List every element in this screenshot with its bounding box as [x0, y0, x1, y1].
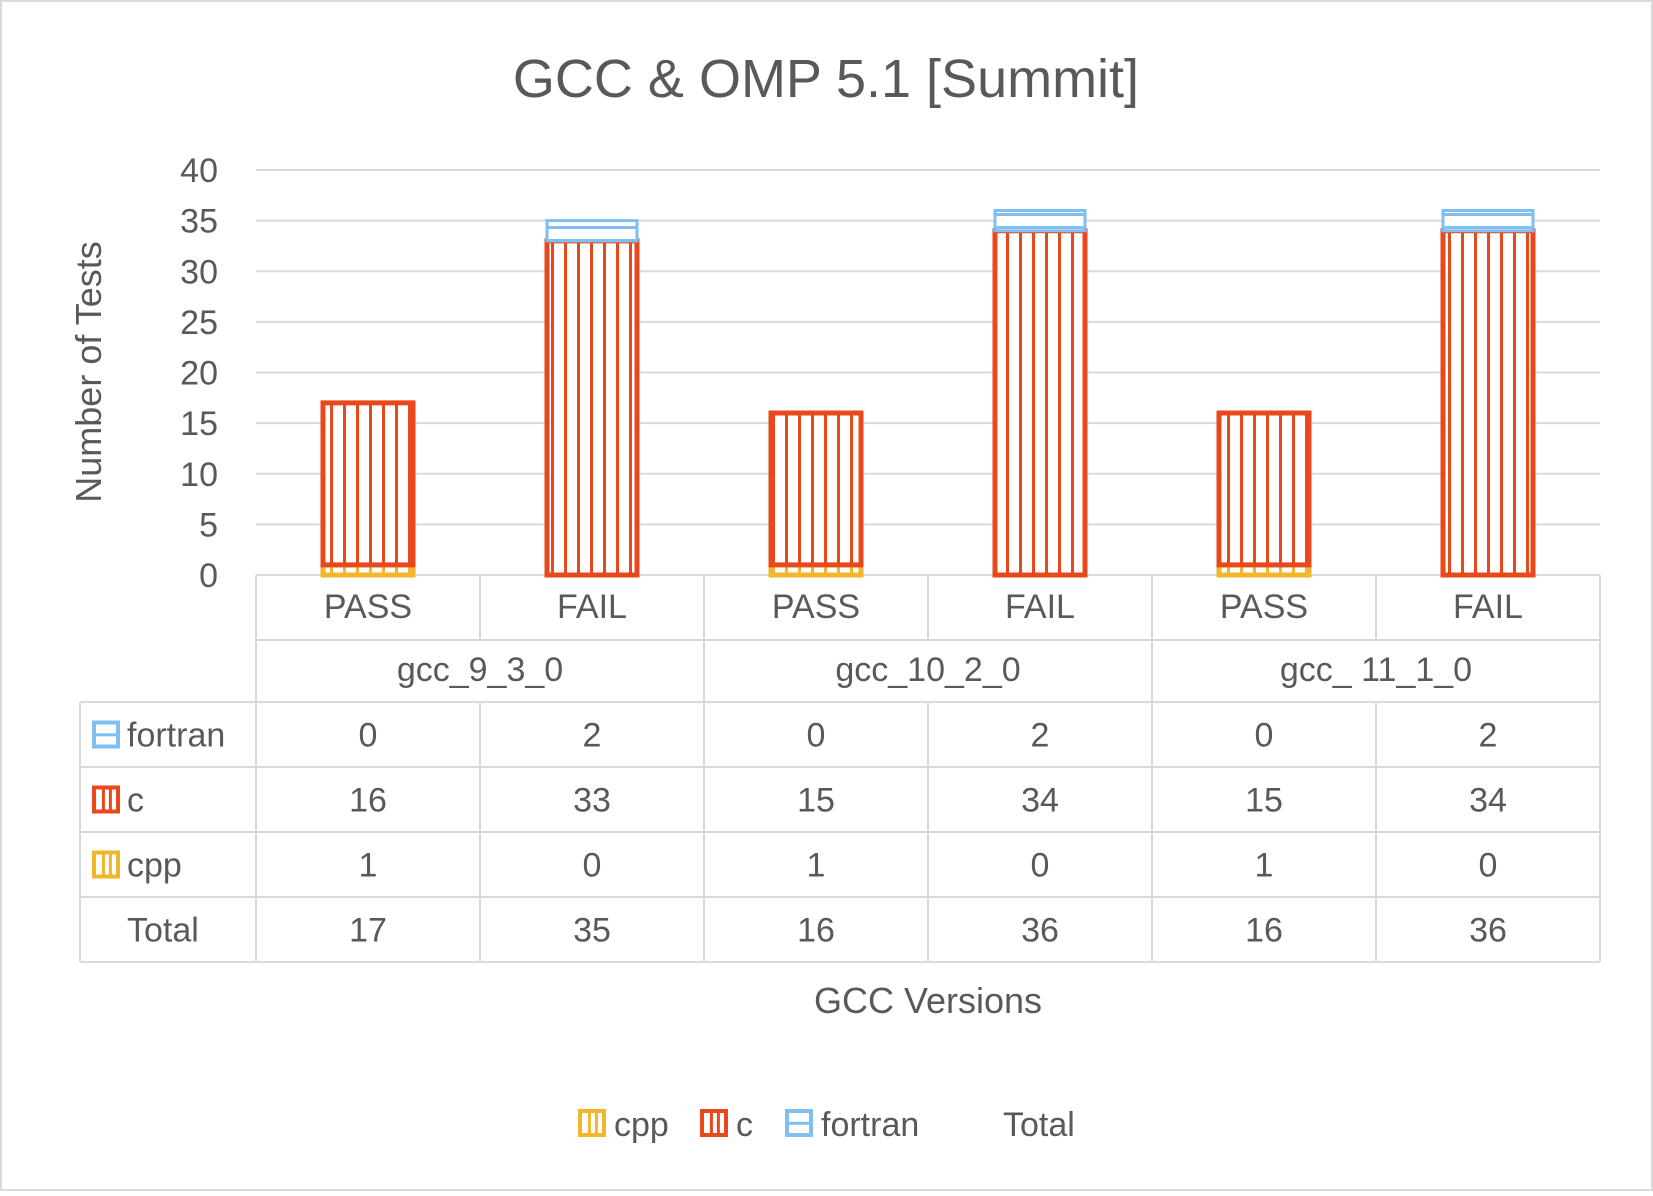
- table-cell-value: 33: [573, 782, 611, 820]
- table-cell-value: 0: [807, 717, 826, 755]
- y-tick-label: 40: [180, 152, 218, 190]
- y-tick-label: 25: [180, 304, 218, 342]
- table-row-label: Total: [127, 912, 199, 950]
- table-cell-value: 16: [797, 912, 835, 950]
- bar-c: [544, 238, 640, 578]
- table-cell-value: 0: [1031, 847, 1050, 885]
- bar-c: [992, 228, 1088, 578]
- x-axis-label: GCC Versions: [814, 980, 1042, 1021]
- table-row-label: fortran: [127, 717, 225, 755]
- x-tick-label: FAIL: [1453, 588, 1523, 626]
- legend-label: Total: [1003, 1106, 1075, 1144]
- y-tick-label: 35: [180, 203, 218, 241]
- y-axis-label: Number of Tests: [68, 241, 109, 502]
- x-tick-label: FAIL: [1005, 588, 1075, 626]
- bar-c: [320, 400, 416, 568]
- group-label: gcc_10_2_0: [835, 651, 1020, 689]
- bar-c: [1216, 410, 1312, 568]
- table-row-label: cpp: [127, 847, 182, 885]
- fortran-legend-key: [92, 720, 120, 749]
- table-cell-value: 34: [1021, 782, 1059, 820]
- y-axis: 0 5 10 15 20 25 30 35 40: [180, 152, 218, 595]
- legend-label: fortran: [821, 1106, 919, 1144]
- table-cell-value: 16: [1245, 912, 1283, 950]
- legend: cpp c fortran Total: [578, 1106, 1075, 1144]
- chart-title: GCC & OMP 5.1 [Summit]: [513, 49, 1139, 109]
- bar-c: [1440, 228, 1536, 578]
- table-row-label: c: [127, 782, 144, 820]
- y-tick-label: 20: [180, 355, 218, 393]
- table-cell-value: 34: [1469, 782, 1507, 820]
- y-tick-label: 0: [199, 557, 218, 595]
- table-cell-value: 2: [1479, 717, 1498, 755]
- legend-label: c: [736, 1106, 753, 1144]
- table-cell-value: 36: [1469, 912, 1507, 950]
- y-tick-label: 10: [180, 456, 218, 494]
- table-cell-value: 36: [1021, 912, 1059, 950]
- bar-fortran: [993, 209, 1087, 233]
- x-tick-label: PASS: [772, 588, 860, 626]
- cpp-legend-key: [92, 850, 120, 879]
- table-cell-value: 0: [1479, 847, 1498, 885]
- table-cell-value: 15: [797, 782, 835, 820]
- x-tick-label: FAIL: [557, 588, 627, 626]
- table-cell-value: 2: [1031, 717, 1050, 755]
- table-cell-value: 17: [349, 912, 387, 950]
- bar-c: [768, 410, 864, 568]
- group-label: gcc_ 11_1_0: [1280, 651, 1472, 689]
- table-cell-value: 2: [583, 717, 602, 755]
- table-cell-value: 1: [359, 847, 378, 885]
- table-cell-value: 16: [349, 782, 387, 820]
- table-cell-value: 35: [573, 912, 611, 950]
- table-cell-value: 15: [1245, 782, 1283, 820]
- table-cell-value: 0: [583, 847, 602, 885]
- table-cell-value: 0: [1255, 717, 1274, 755]
- bar-fortran: [545, 219, 639, 243]
- fortran-legend-key: [785, 1109, 813, 1137]
- table-cell-value: 1: [1255, 847, 1274, 885]
- y-tick-label: 15: [180, 405, 218, 443]
- legend-label: cpp: [614, 1106, 669, 1144]
- c-legend-key: [700, 1109, 728, 1137]
- c-legend-key: [92, 785, 120, 814]
- bar-fortran: [1441, 209, 1535, 233]
- y-tick-label: 30: [180, 253, 218, 291]
- data-table: PASS FAIL PASS FAIL PASS FAIL gcc_9_3_0 gcc_10_…: [79, 575, 1601, 963]
- cpp-legend-key: [578, 1109, 606, 1137]
- x-tick-label: PASS: [324, 588, 412, 626]
- y-tick-label: 5: [199, 506, 218, 544]
- x-tick-label: PASS: [1220, 588, 1308, 626]
- group-label: gcc_9_3_0: [397, 651, 563, 689]
- table-cell-value: 0: [359, 717, 378, 755]
- bars: [320, 209, 1536, 578]
- table-cell-value: 1: [807, 847, 826, 885]
